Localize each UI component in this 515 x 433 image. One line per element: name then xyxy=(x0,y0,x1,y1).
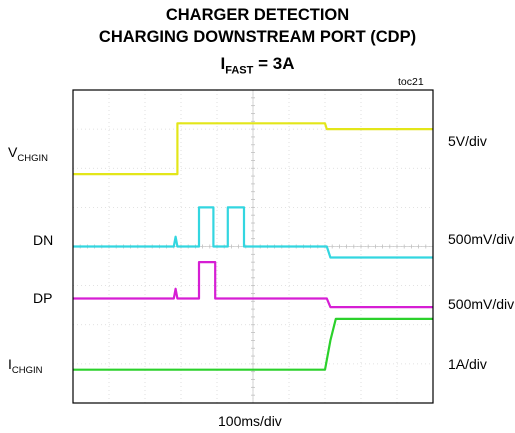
title-symbol: I xyxy=(220,54,226,73)
series-label-vchgin: VCHGIN xyxy=(8,144,48,164)
plot-frame xyxy=(72,89,434,404)
title-value: = 3A xyxy=(253,54,295,73)
x-axis-label: 100ms/div xyxy=(218,413,282,429)
series-trace-2 xyxy=(73,206,433,259)
series-label-sub: CHGIN xyxy=(17,152,48,164)
series-trace-1 xyxy=(73,122,433,176)
chart-title-line2: CHARGING DOWNSTREAM PORT (CDP) xyxy=(98,28,417,46)
scale-label-vchgin: 5V/div xyxy=(448,133,487,149)
chart-title-line3: IFAST = 3A xyxy=(0,54,515,76)
figure-id: toc21 xyxy=(398,76,424,88)
series-label-sub: CHGIN xyxy=(11,364,43,376)
scale-label-ichgin: 1A/div xyxy=(448,356,487,372)
scale-label-dn: 500mV/div xyxy=(448,231,515,247)
title-subscript: FAST xyxy=(225,64,254,77)
series-label-ichgin: ICHGIN xyxy=(8,356,43,376)
series-label-dn: DN xyxy=(33,232,54,248)
series-trace-4 xyxy=(73,317,433,371)
series-trace-3 xyxy=(73,261,433,309)
scale-label-dp: 500mV/div xyxy=(448,296,515,312)
series-label-main: V xyxy=(8,144,18,160)
series-label-dp: DP xyxy=(33,290,53,306)
series-label-main: I xyxy=(8,356,12,372)
chart-title-line1: CHARGER DETECTION xyxy=(165,6,350,24)
